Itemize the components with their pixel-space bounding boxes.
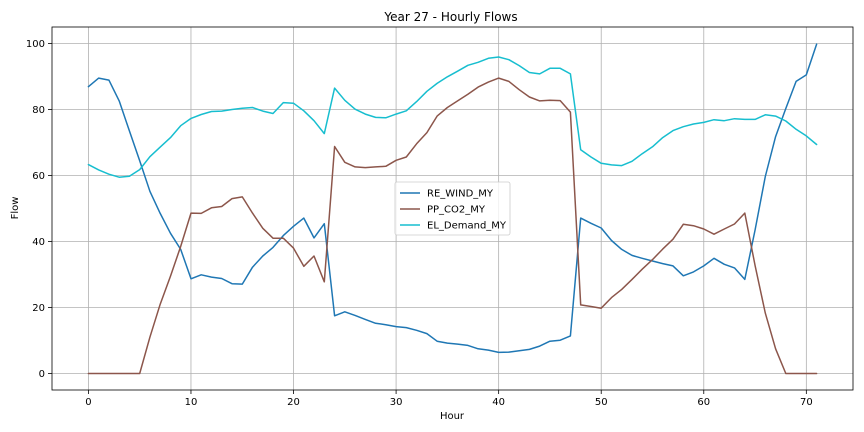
series-line-pp-co2-my — [87, 77, 818, 375]
series-line-el-demand-my — [87, 56, 818, 178]
grid-layer — [52, 27, 853, 390]
y-ticks: 0 20 40 60 80 100 — [26, 39, 52, 380]
x-tick-label: 50 — [595, 397, 608, 408]
x-tick-label: 60 — [697, 397, 710, 408]
chart-title: Year 27 - Hourly Flows — [383, 10, 517, 24]
x-ticks: 0 10 20 30 40 50 60 70 — [85, 390, 813, 408]
y-tick-label: 40 — [32, 237, 45, 248]
x-tick-label: 70 — [800, 397, 813, 408]
series-line-re-wind-my — [87, 43, 818, 354]
legend: RE_WIND_MY PP_CO2_MY EL_Demand_MY — [394, 181, 511, 236]
x-tick-label: 40 — [492, 397, 505, 408]
y-tick-label: 20 — [32, 303, 45, 314]
x-tick-label: 20 — [287, 397, 300, 408]
legend-box — [394, 181, 511, 236]
series-layer — [87, 43, 818, 375]
legend-label: EL_Demand_MY — [427, 221, 507, 232]
y-tick-label: 80 — [32, 105, 45, 116]
y-axis-label: Flow — [10, 197, 21, 220]
y-tick-label: 0 — [39, 369, 45, 380]
plot-frame — [51, 26, 854, 391]
x-axis-label: Hour — [440, 411, 465, 422]
x-tick-label: 0 — [85, 397, 91, 408]
x-tick-label: 30 — [390, 397, 403, 408]
legend-label: RE_WIND_MY — [427, 189, 494, 200]
x-tick-label: 10 — [185, 397, 198, 408]
y-tick-label: 100 — [26, 39, 45, 50]
legend-label: PP_CO2_MY — [427, 205, 486, 216]
y-tick-label: 60 — [32, 171, 45, 182]
